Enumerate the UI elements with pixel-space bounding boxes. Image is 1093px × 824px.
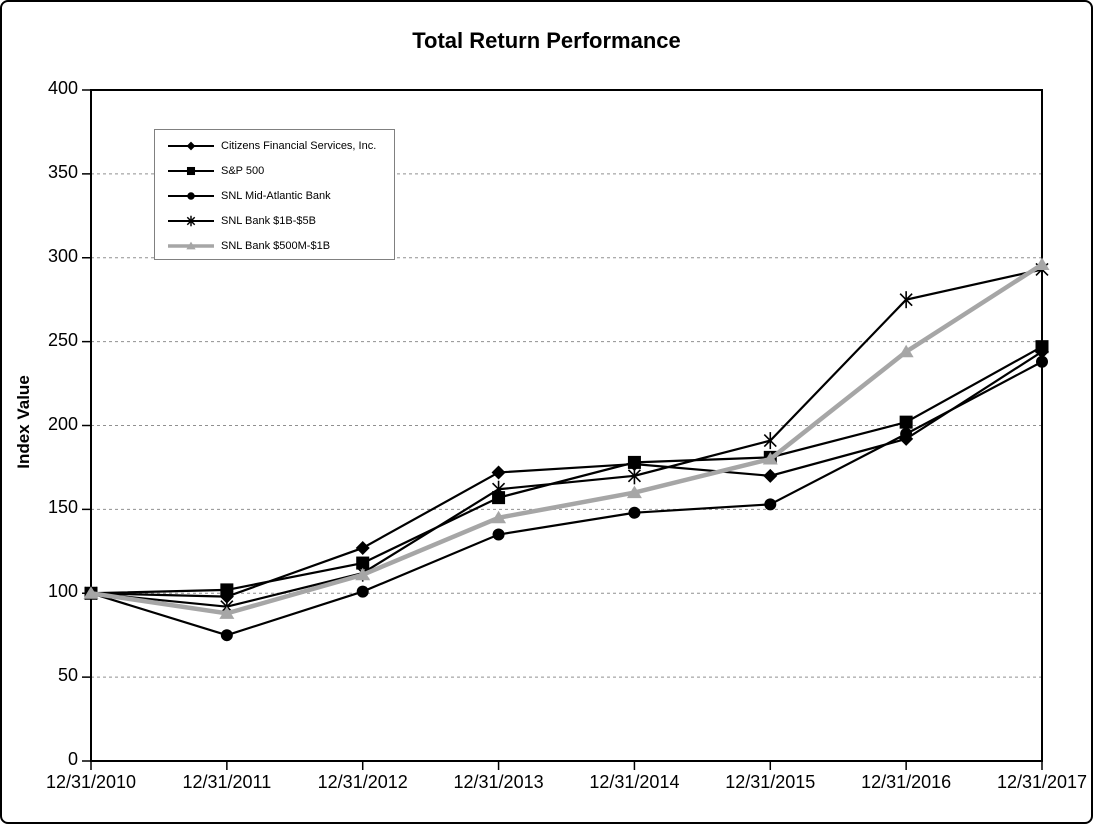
- legend-item-label: SNL Mid-Atlantic Bank: [221, 189, 331, 202]
- triangle-marker-icon: [355, 567, 371, 581]
- legend-item-label: Citizens Financial Services, Inc.: [221, 139, 377, 152]
- triangle-marker-icon: [219, 606, 235, 619]
- x-tick-label: 12/31/2011: [182, 772, 272, 792]
- asterisk-marker-icon: [627, 467, 641, 485]
- asterisk-marker-icon: [763, 432, 777, 450]
- x-tick-label: 12/31/2014: [589, 772, 680, 792]
- triangle-marker-icon: [898, 344, 914, 358]
- y-tick-label: 300: [47, 245, 78, 266]
- x-tick-label: 12/31/2012: [317, 772, 408, 792]
- series-line: [90, 345, 1043, 595]
- square-marker-icon: [220, 583, 234, 597]
- legend-item: SNL Bank $500M-$1B: [155, 233, 394, 258]
- legend-item-label: S&P 500: [221, 164, 265, 177]
- y-tick-label: 0: [67, 749, 78, 769]
- y-tick-label: 100: [47, 581, 78, 602]
- triangle-marker-icon: [83, 586, 99, 599]
- y-tick-label: 150: [47, 497, 78, 518]
- circle-marker-icon: [628, 506, 641, 519]
- circle-marker-icon: [1036, 355, 1048, 368]
- series-line: [90, 350, 1043, 598]
- legend: Citizens Financial Services, Inc. S&P 500…: [154, 129, 395, 260]
- asterisk-marker-icon: [492, 480, 506, 498]
- chart-title: Total Return Performance: [412, 28, 681, 53]
- legend-item: SNL Bank $1B-$5B: [155, 208, 394, 233]
- y-tick-label: 50: [57, 665, 78, 686]
- triangle-marker-icon: [491, 510, 507, 524]
- circle-marker-icon: [168, 191, 214, 200]
- x-tick-label: 12/31/2010: [45, 772, 137, 792]
- diamond-marker-icon: [355, 540, 370, 555]
- square-marker-icon: [356, 556, 370, 570]
- x-tick-label: 12/31/2017: [996, 772, 1088, 792]
- triangle-marker-icon: [762, 452, 778, 465]
- asterisk-marker-icon: [168, 215, 214, 226]
- series-square: [84, 340, 1049, 600]
- circle-marker-icon: [764, 498, 777, 511]
- square-marker-icon: [627, 455, 641, 469]
- x-tick-label: 12/31/2016: [861, 772, 952, 792]
- square-marker-icon: [168, 166, 214, 175]
- series-line: [90, 268, 1043, 608]
- asterisk-marker-icon: [899, 291, 913, 309]
- circle-marker-icon: [900, 427, 913, 440]
- circle-marker-icon: [220, 629, 233, 642]
- triangle-marker-icon: [626, 485, 642, 499]
- legend-item-label: SNL Bank $500M-$1B: [221, 239, 331, 252]
- x-tick-label: 12/31/2015: [725, 772, 816, 792]
- series-line: [90, 262, 1044, 616]
- x-tick-label: 12/31/2013: [453, 772, 544, 792]
- diamond-marker-icon: [491, 465, 506, 480]
- series-triangle: [83, 257, 1050, 619]
- series-line: [90, 360, 1043, 637]
- legend-item: Citizens Financial Services, Inc.: [155, 133, 394, 158]
- legend-item-label: SNL Bank $1B-$5B: [221, 214, 316, 227]
- diamond-marker-icon: [763, 468, 778, 483]
- triangle-marker-icon: [168, 241, 214, 249]
- y-tick-label: 350: [47, 161, 78, 182]
- circle-marker-icon: [356, 585, 369, 598]
- triangle-marker-icon: [1034, 257, 1050, 270]
- series-diamond: [84, 344, 1049, 604]
- legend-item: S&P 500: [155, 158, 394, 183]
- y-tick-label: 200: [47, 413, 78, 434]
- circle-marker-icon: [492, 528, 505, 541]
- y-tick-label: 400: [47, 78, 78, 98]
- square-marker-icon: [899, 415, 913, 429]
- square-marker-icon: [1035, 340, 1049, 354]
- diamond-marker-icon: [168, 141, 214, 150]
- legend-item: SNL Mid-Atlantic Bank: [155, 183, 394, 208]
- y-tick-label: 250: [47, 329, 78, 350]
